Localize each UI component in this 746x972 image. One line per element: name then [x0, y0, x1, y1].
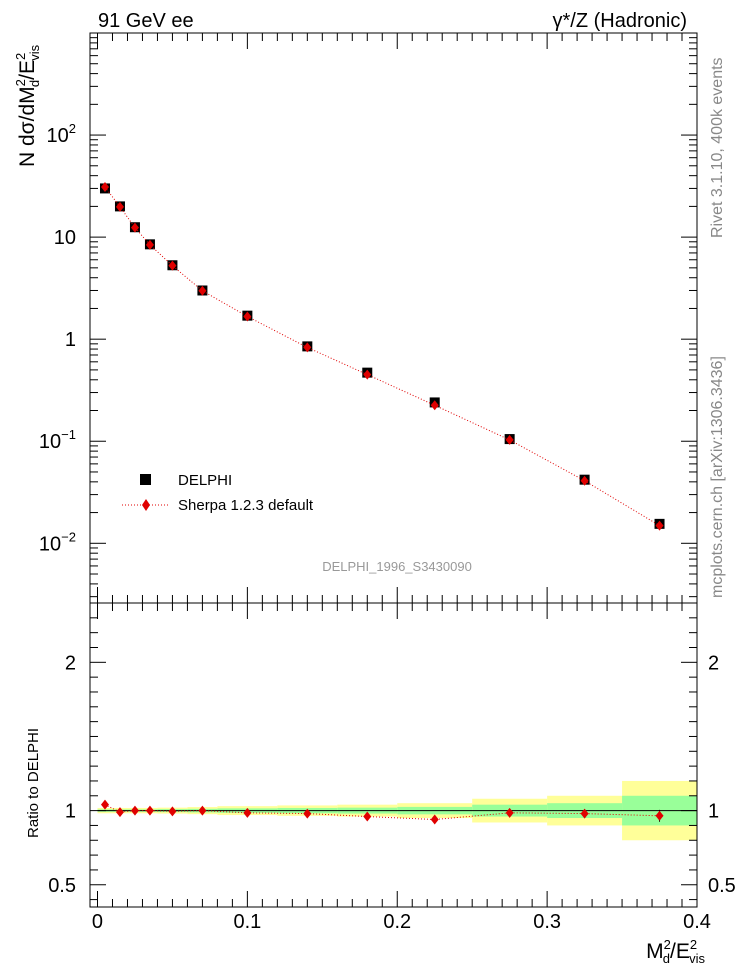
ratio-markers [100, 799, 664, 825]
main-ylabel-part: vis [27, 44, 42, 60]
ratio-point-sherpa [363, 811, 372, 822]
legend-label-delphi: DELPHI [178, 472, 232, 489]
mcplots-label: mcplots.cern.ch [arXiv:1306.3436] [709, 356, 726, 598]
main-ylabel-part: d [27, 80, 42, 87]
header-left-label: 91 GeV ee [98, 10, 194, 32]
y-tick-exponent: −1 [61, 427, 76, 442]
rivet-label: Rivet 3.1.10, 400k events [709, 57, 726, 238]
x-tick-label: 0 [92, 911, 103, 933]
ratio-point-sherpa [145, 805, 154, 816]
x-tick-label: 0.3 [533, 911, 561, 933]
xlabel-part: M [646, 940, 664, 963]
mc-point-sherpa [100, 181, 109, 192]
ratio-point-sherpa [580, 808, 589, 819]
ratio-point-sherpa [115, 807, 124, 818]
ratio-y-tick-label-right: 2 [708, 652, 719, 674]
y-tick-base: 1 [65, 329, 76, 351]
main-ylabel-part: /E [16, 60, 39, 80]
legend-marker-delphi [140, 474, 151, 485]
main-ylabel-part: 2 [13, 53, 28, 60]
ratio-ylabel: Ratio to DELPHI [25, 728, 42, 838]
y-tick-label: 10 [54, 227, 76, 249]
ratio-frame [89, 602, 698, 908]
mc-point-sherpa [168, 260, 177, 271]
ratio-point-sherpa [198, 805, 207, 816]
main-ylabel-part: N dσ/dM [16, 86, 39, 167]
watermark: DELPHI_1996_S3430090 [322, 559, 472, 574]
y-tick-exponent: −2 [61, 529, 76, 544]
xlabel-part: 2 [664, 937, 671, 952]
y-tick-exponent: 2 [69, 121, 76, 136]
y-tick-base: 10 [39, 431, 61, 453]
x-tick-label: 0.2 [383, 911, 411, 933]
ratio-y-tick-label: 1 [65, 801, 76, 823]
ratio-y-tick-label-right: 1 [708, 801, 719, 823]
main-ylabel: N dσ/dM2d/E2vis [13, 44, 42, 167]
x-tick-label: 0.1 [233, 911, 261, 933]
main-frame [89, 32, 698, 604]
mc-point-sherpa [655, 520, 664, 531]
mc-point-sherpa [243, 311, 252, 322]
mc-point-sherpa [130, 222, 139, 233]
xlabel-part: d [663, 951, 670, 966]
mc-point-sherpa [363, 369, 372, 380]
ratio-y-tick-label: 0.5 [48, 875, 76, 897]
ratio-y-tick-label: 2 [65, 652, 76, 674]
x-axis-label: M2 d/E2 vis [646, 937, 705, 966]
mc-point-sherpa [198, 285, 207, 296]
y-tick-base: 10 [54, 227, 76, 249]
mc-point-sherpa [580, 475, 589, 486]
y-tick-base: 10 [47, 125, 69, 147]
y-tick-base: 10 [39, 533, 61, 555]
xlabel-part: 2 [690, 937, 697, 952]
x-tick-label: 0.4 [683, 911, 711, 933]
legend: DELPHI Sherpa 1.2.3 default [122, 472, 314, 514]
ratio-point-sherpa [130, 805, 139, 816]
ratio-point-sherpa [100, 799, 109, 810]
xlabel-part: vis [689, 951, 705, 966]
panel-frames [89, 32, 698, 908]
ratio-point-sherpa [655, 810, 664, 821]
main-ylabel-part: 2 [13, 79, 28, 86]
xlabel-part: /E [670, 940, 690, 963]
mc-point-sherpa [145, 239, 154, 250]
header-right-label: γ*/Z (Hadronic) [553, 10, 687, 32]
mc-point-sherpa [430, 400, 439, 411]
axis-ticks [90, 33, 698, 907]
mc-point-sherpa [303, 342, 312, 353]
ratio-point-sherpa [243, 807, 252, 818]
mc-point-sherpa [115, 201, 124, 212]
mc-point-sherpa [505, 434, 514, 445]
ratio-point-sherpa [168, 806, 177, 817]
ratio-point-sherpa [303, 808, 312, 819]
y-tick-label: 1 [65, 329, 76, 351]
ratio-point-sherpa [505, 807, 514, 818]
legend-label-sherpa: Sherpa 1.2.3 default [178, 497, 314, 514]
y-tick-label: 102 [47, 121, 76, 147]
y-tick-label: 10−2 [39, 529, 76, 555]
ratio-y-tick-label-right: 0.5 [708, 875, 736, 897]
legend-marker-sherpa [142, 499, 150, 511]
main-markers [99, 181, 665, 531]
ratio-point-sherpa [430, 814, 439, 825]
y-tick-label: 10−1 [39, 427, 76, 453]
